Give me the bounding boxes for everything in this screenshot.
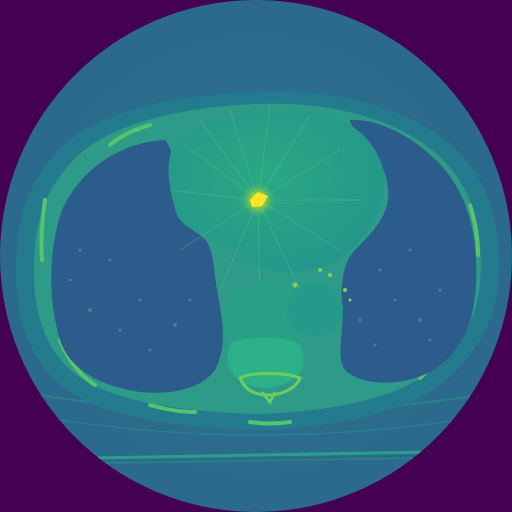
right-lung bbox=[51, 140, 223, 393]
lung-vessels bbox=[68, 248, 442, 352]
esophagus bbox=[287, 284, 343, 336]
heart bbox=[168, 111, 385, 273]
vertebra bbox=[227, 337, 304, 405]
left-lung bbox=[340, 119, 477, 383]
metal-object bbox=[250, 192, 268, 207]
calcified-nodes bbox=[292, 268, 352, 302]
